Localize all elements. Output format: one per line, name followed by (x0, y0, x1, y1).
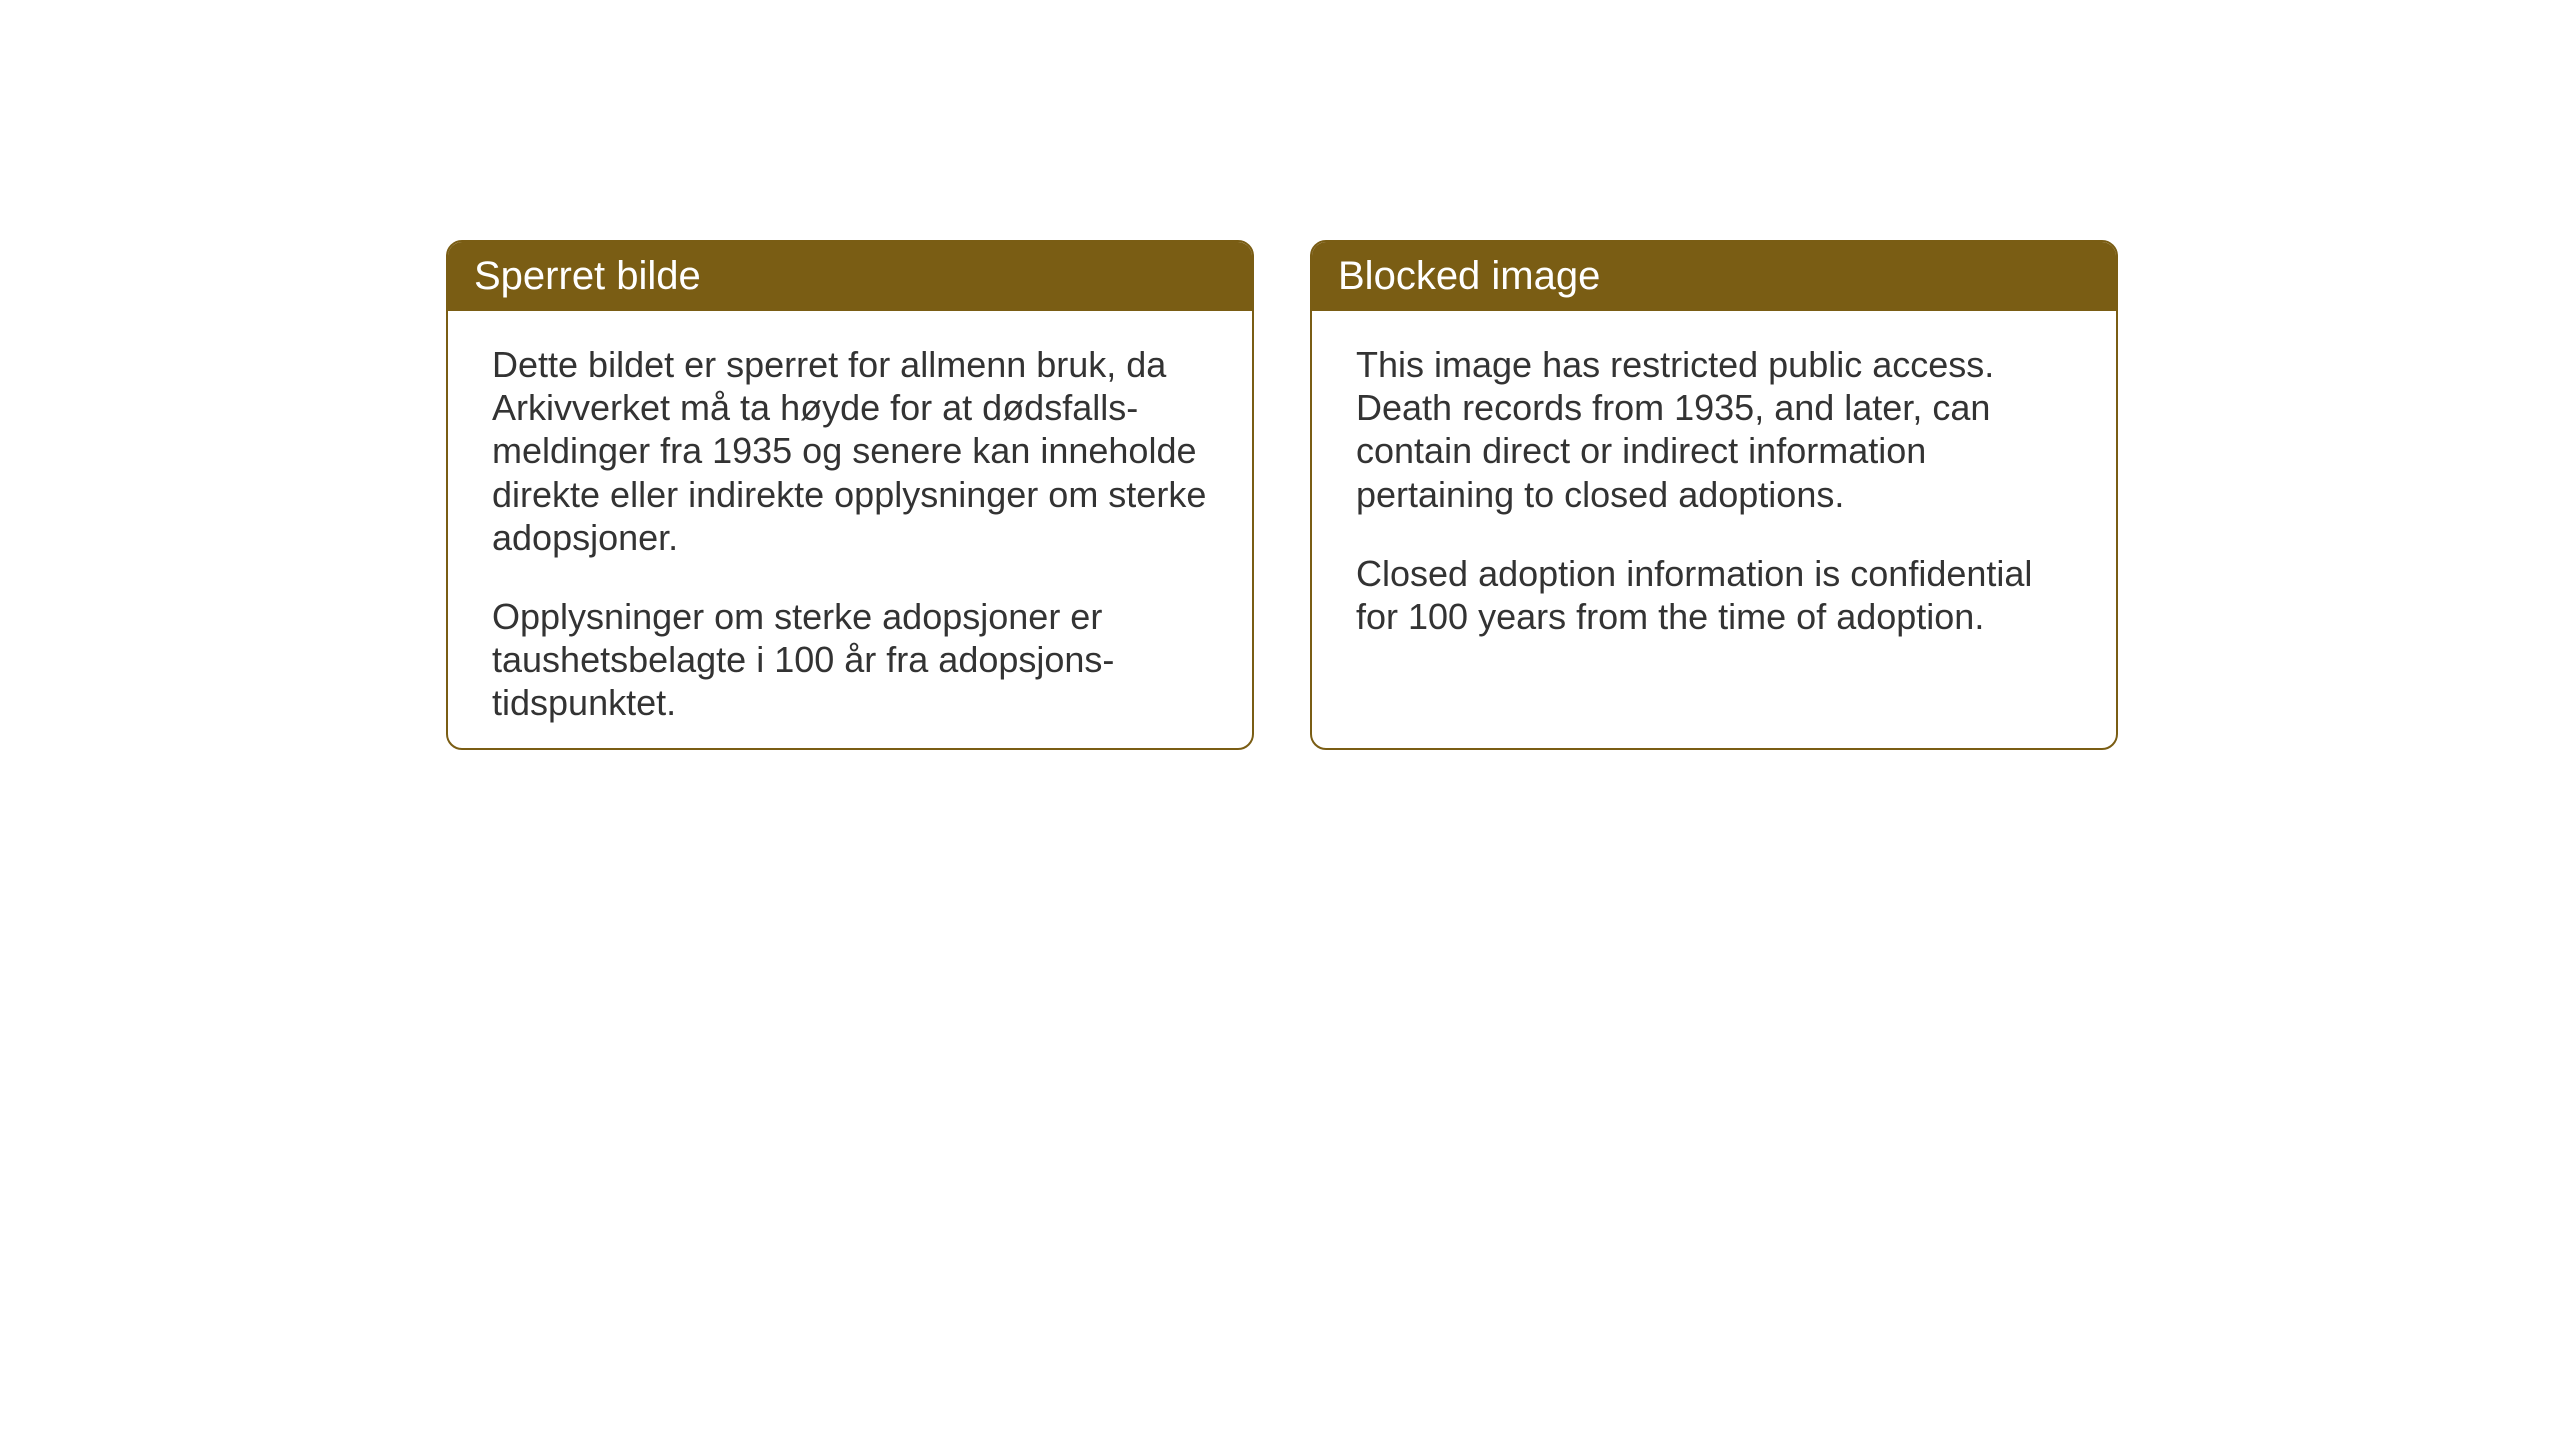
english-paragraph-2: Closed adoption information is confident… (1356, 552, 2072, 638)
norwegian-card-title: Sperret bilde (448, 242, 1252, 311)
norwegian-card-body: Dette bildet er sperret for allmenn bruk… (448, 311, 1252, 750)
english-card-body: This image has restricted public access.… (1312, 311, 2116, 670)
norwegian-notice-card: Sperret bilde Dette bildet er sperret fo… (446, 240, 1254, 750)
norwegian-paragraph-1: Dette bildet er sperret for allmenn bruk… (492, 343, 1208, 559)
english-card-title: Blocked image (1312, 242, 2116, 311)
norwegian-paragraph-2: Opplysninger om sterke adopsjoner er tau… (492, 595, 1208, 725)
notice-container: Sperret bilde Dette bildet er sperret fo… (446, 240, 2118, 750)
english-notice-card: Blocked image This image has restricted … (1310, 240, 2118, 750)
english-paragraph-1: This image has restricted public access.… (1356, 343, 2072, 516)
